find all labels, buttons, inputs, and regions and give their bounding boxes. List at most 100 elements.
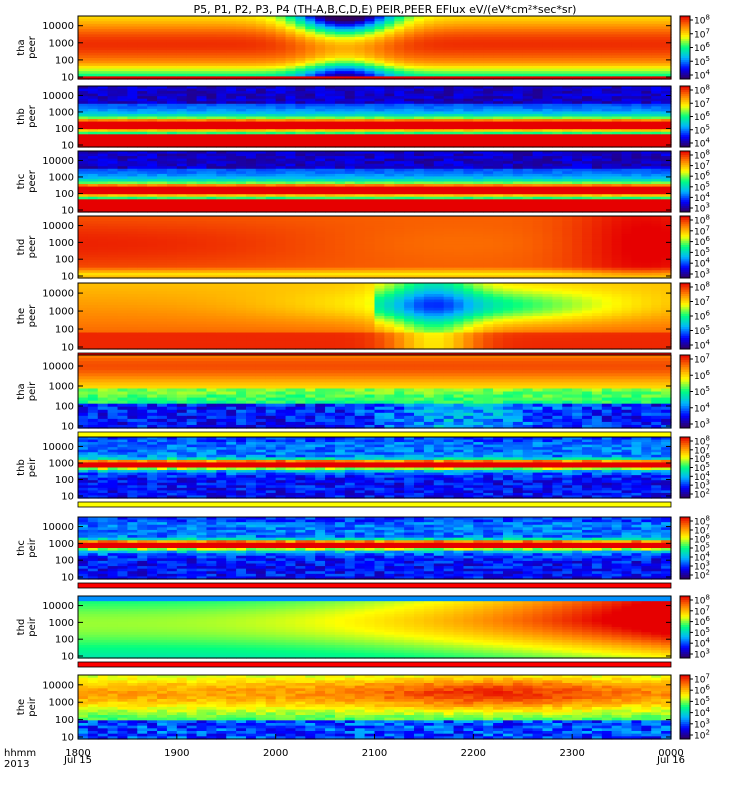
heatmap-cell — [315, 23, 326, 28]
heatmap-cell — [344, 196, 356, 200]
heatmap-cell — [78, 42, 89, 46]
heatmap-cell — [127, 166, 138, 170]
heatmap-cell — [621, 139, 633, 143]
heatmap-cell — [384, 184, 395, 188]
heatmap-cell — [246, 106, 257, 110]
heatmap-cell — [562, 161, 573, 165]
heatmap-cell — [265, 136, 277, 140]
heatmap-cell — [473, 136, 484, 140]
heatmap-cell — [295, 151, 306, 155]
heatmap-cell — [661, 194, 672, 198]
heatmap-cell — [404, 119, 415, 123]
heatmap-cell — [334, 50, 346, 54]
heatmap-cell — [166, 270, 178, 274]
heatmap-cell — [186, 141, 198, 146]
heatmap-cell — [97, 73, 109, 77]
heatmap-cell — [552, 63, 563, 67]
heatmap-cell — [117, 34, 129, 38]
heatmap-cell — [374, 151, 385, 155]
heatmap-cell — [127, 186, 138, 190]
heatmap-cell — [483, 23, 494, 28]
heatmap-cell — [305, 209, 316, 213]
heatmap-cell — [443, 166, 455, 170]
heatmap-cell — [591, 71, 603, 75]
heatmap-cell — [404, 39, 415, 43]
heatmap-cell — [572, 37, 583, 41]
heatmap-cell — [591, 63, 603, 67]
heatmap-cell — [334, 121, 346, 125]
heatmap-cell — [651, 91, 662, 95]
heatmap-cell — [483, 161, 494, 165]
heatmap-cell — [186, 236, 198, 240]
heatmap-cell — [384, 68, 395, 72]
heatmap-cell — [226, 101, 237, 105]
colorbar-segment — [680, 175, 690, 178]
heatmap-cell — [641, 44, 652, 49]
heatmap-cell — [384, 144, 395, 148]
heatmap-cell — [582, 23, 593, 28]
heatmap-cell — [265, 101, 277, 105]
heatmap-cell — [562, 111, 573, 115]
colorbar-segment — [680, 94, 690, 97]
heatmap-cell — [246, 144, 257, 148]
heatmap-cell — [147, 223, 158, 227]
heatmap-cell — [295, 26, 306, 30]
heatmap-cell — [611, 129, 623, 133]
heatmap-cell — [394, 93, 405, 97]
heatmap-cell — [216, 254, 227, 258]
heatmap-cell — [453, 124, 465, 128]
heatmap-cell — [572, 71, 583, 75]
heatmap-cell — [255, 91, 267, 95]
heatmap-cell — [226, 141, 237, 146]
heatmap-cell — [186, 63, 198, 67]
heatmap-cell — [176, 252, 188, 256]
heatmap-cell — [661, 184, 672, 188]
heatmap-cell — [196, 96, 208, 100]
heatmap-cell — [246, 37, 257, 41]
heatmap-cell — [433, 60, 445, 64]
heatmap-cell — [87, 111, 99, 115]
heatmap-cell — [423, 131, 435, 135]
heatmap-cell — [433, 141, 445, 146]
heatmap-cell — [78, 265, 89, 269]
heatmap-cell — [295, 141, 306, 146]
heatmap-cell — [196, 103, 208, 107]
heatmap-cell — [611, 141, 623, 146]
heatmap-cell — [344, 111, 356, 115]
heatmap-cell — [562, 63, 573, 67]
heatmap-cell — [433, 151, 445, 155]
heatmap-cell — [275, 236, 287, 240]
heatmap-cell — [275, 18, 287, 22]
heatmap-cell — [97, 18, 109, 22]
heatmap-cell — [473, 68, 484, 72]
heatmap-cell — [651, 60, 662, 64]
heatmap-cell — [562, 189, 573, 193]
heatmap-cell — [275, 239, 287, 243]
heatmap-cell — [483, 206, 494, 211]
heatmap-cell — [473, 88, 484, 92]
heatmap-cell — [275, 113, 287, 118]
heatmap-cell — [176, 93, 188, 97]
heatmap-cell — [443, 73, 455, 77]
heatmap-cell — [147, 178, 158, 183]
heatmap-cell — [384, 124, 395, 128]
heatmap-cell — [107, 163, 119, 167]
heatmap-cell — [117, 204, 129, 208]
heatmap-cell — [315, 106, 326, 110]
heatmap-cell — [206, 158, 217, 162]
heatmap-cell — [226, 71, 237, 75]
heatmap-cell — [147, 189, 158, 193]
heatmap-cell — [78, 161, 89, 165]
heatmap-cell — [147, 68, 158, 72]
heatmap-cell — [295, 163, 306, 167]
heatmap-cell — [591, 42, 603, 46]
heatmap-cell — [325, 98, 336, 102]
heatmap-cell — [443, 106, 455, 110]
heatmap-cell — [147, 126, 158, 130]
heatmap-cell — [334, 176, 346, 180]
heatmap-cell — [453, 68, 465, 72]
heatmap-cell — [443, 91, 455, 95]
heatmap-cell — [295, 136, 306, 140]
heatmap-cell — [473, 171, 484, 175]
heatmap-cell — [117, 158, 129, 162]
